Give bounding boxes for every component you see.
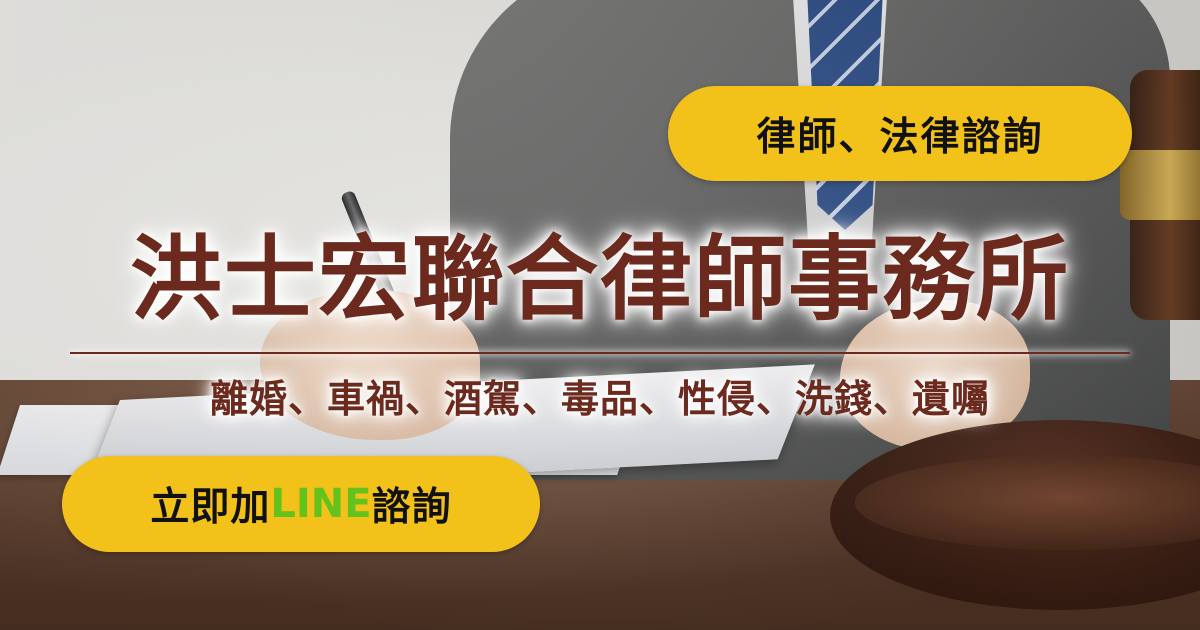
- cta-suffix: 諮詢: [371, 484, 452, 530]
- gavel-band: [1120, 150, 1200, 220]
- legal-consult-badge: 律師、法律諮詢: [668, 86, 1132, 181]
- left-hand: [260, 290, 480, 440]
- gavel-sound-block-top: [855, 455, 1200, 550]
- title-divider: [70, 352, 1130, 354]
- line-brand-text: LINE: [270, 481, 372, 527]
- add-line-consult-button[interactable]: 立即加 LINE 諮詢: [62, 456, 540, 552]
- cta-prefix: 立即加: [150, 484, 271, 530]
- legal-consult-badge-label: 律師、法律諮詢: [756, 113, 1044, 160]
- service-list: 離婚、車禍、酒駕、毒品、性侵、洗錢、遺囑: [209, 375, 990, 421]
- firm-title: 洪士宏聯合律師事務所: [129, 224, 1070, 333]
